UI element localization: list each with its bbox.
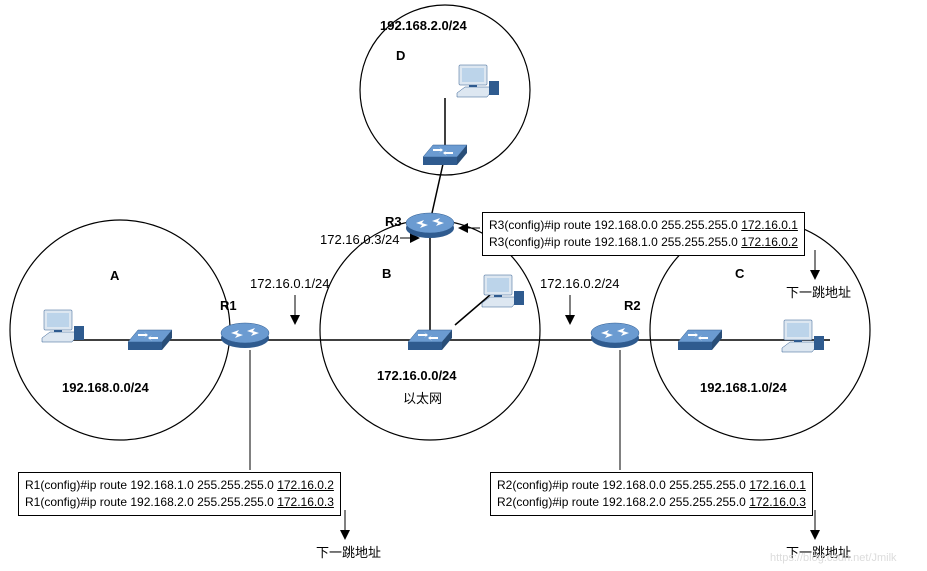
switch-b <box>408 330 452 350</box>
label-r1: R1 <box>220 298 237 313</box>
router-r1 <box>221 323 269 348</box>
config-r3-line1: R3(config)#ip route 192.168.0.0 255.255.… <box>489 217 798 234</box>
config-box-r1: R1(config)#ip route 192.168.1.0 255.255.… <box>18 472 341 516</box>
label-b: B <box>382 266 391 281</box>
label-a: A <box>110 268 119 283</box>
network-circle-a <box>10 220 230 440</box>
pc-b <box>482 275 524 307</box>
label-c: C <box>735 266 744 281</box>
iface-r3: 172.16.0.3/24 <box>320 232 400 247</box>
link-b-pc <box>455 295 490 325</box>
config-r2-line2: R2(config)#ip route 192.168.2.0 255.255.… <box>497 494 806 511</box>
switch-d <box>423 145 467 165</box>
switch-a <box>128 330 172 350</box>
subnet-b2: 以太网 <box>403 388 442 407</box>
router-r3 <box>406 213 454 238</box>
arrow-r3-nexthop <box>810 250 820 280</box>
switch-c <box>678 330 722 350</box>
arrow-r1-iface <box>290 295 300 325</box>
config-box-r3: R3(config)#ip route 192.168.0.0 255.255.… <box>482 212 805 256</box>
annot-r3: 下一跳地址 <box>786 282 851 301</box>
arrow-r1-nexthop <box>340 510 350 540</box>
label-r2: R2 <box>624 298 641 313</box>
subnet-a: 192.168.0.0/24 <box>62 380 149 395</box>
watermark: https://blog.csdn.net/Jmilk <box>770 552 897 564</box>
config-r1-line1: R1(config)#ip route 192.168.1.0 255.255.… <box>25 477 334 494</box>
label-d: D <box>396 48 405 63</box>
pc-c <box>782 320 824 352</box>
config-box-r2: R2(config)#ip route 192.168.0.0 255.255.… <box>490 472 813 516</box>
annot-r1: 下一跳地址 <box>316 542 381 561</box>
pc-a <box>42 310 84 342</box>
link-sw-r3 <box>430 155 445 222</box>
config-r2-line1: R2(config)#ip route 192.168.0.0 255.255.… <box>497 477 806 494</box>
subnet-b: 172.16.0.0/24 <box>377 368 457 383</box>
subnet-d: 192.168.2.0/24 <box>380 18 467 33</box>
iface-r1: 172.16.0.1/24 <box>250 276 330 291</box>
pc-d <box>457 65 499 97</box>
iface-r2: 172.16.0.2/24 <box>540 276 620 291</box>
label-r3: R3 <box>385 214 402 229</box>
subnet-c: 192.168.1.0/24 <box>700 380 787 395</box>
config-r1-line2: R1(config)#ip route 192.168.2.0 255.255.… <box>25 494 334 511</box>
arrow-r2-iface <box>565 295 575 325</box>
router-r2 <box>591 323 639 348</box>
config-r3-line2: R3(config)#ip route 192.168.1.0 255.255.… <box>489 234 798 251</box>
